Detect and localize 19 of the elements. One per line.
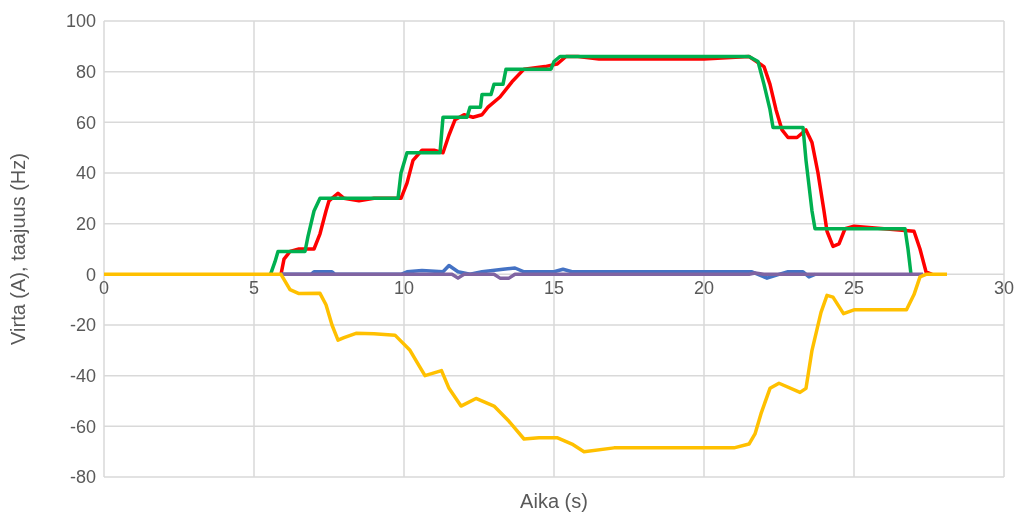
x-tick-label: 25 <box>843 278 865 299</box>
x-tick-label: 0 <box>98 278 110 299</box>
y-tick-label: -80 <box>69 467 96 488</box>
y-tick-label: 20 <box>75 214 96 235</box>
y-tick-label: 40 <box>75 163 96 184</box>
x-tick-label: 30 <box>993 278 1015 299</box>
y-tick-label: -40 <box>69 366 96 387</box>
y-tick-label: 80 <box>75 62 96 83</box>
y-tick-label: -60 <box>69 416 96 437</box>
y-tick-label: 60 <box>75 112 96 133</box>
x-tick-label: 20 <box>693 278 715 299</box>
x-tick-label: 5 <box>248 278 260 299</box>
y-tick-label: 0 <box>85 264 96 285</box>
x-axis-title: Aika (s) <box>520 490 588 512</box>
x-tick-label: 10 <box>393 278 415 299</box>
y-axis-title: Virta (A), taajuus (Hz) <box>7 153 30 345</box>
y-tick-label: 100 <box>65 11 96 32</box>
x-tick-label: 15 <box>543 278 565 299</box>
y-tick-label: -20 <box>69 315 96 336</box>
